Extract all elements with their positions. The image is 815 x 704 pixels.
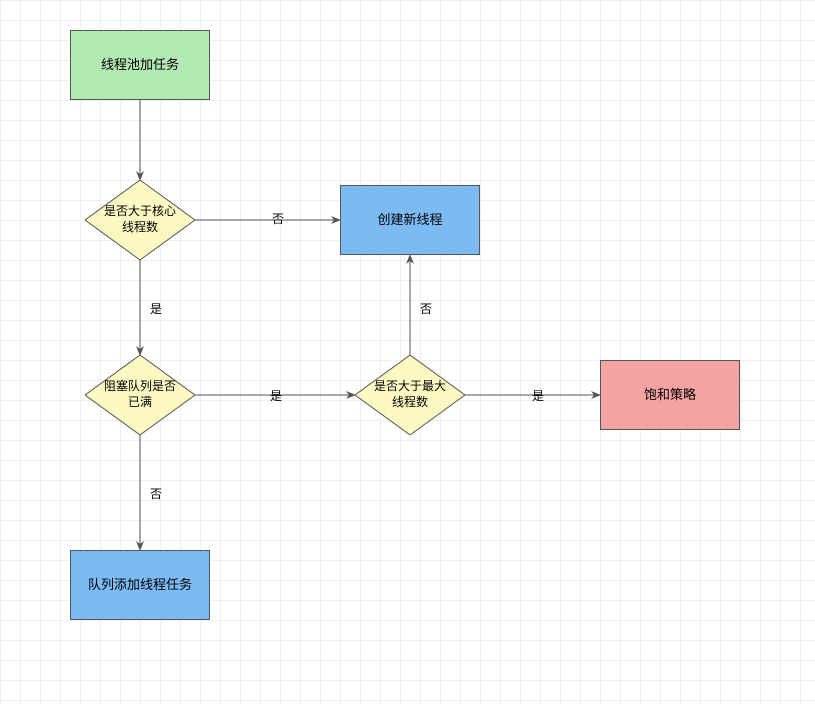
edge-label-queue-no: 否 [148, 485, 164, 502]
node-enqueue-label: 队列添加线程任务 [88, 577, 192, 594]
node-saturation: 饱和策略 [600, 360, 740, 430]
edge-label-max-yes: 是 [530, 387, 546, 404]
node-saturation-label: 饱和策略 [644, 387, 696, 404]
edge-label-max-no: 否 [418, 300, 434, 317]
node-create-thread-label: 创建新线程 [377, 212, 442, 229]
node-core-decision-label: 是否大于核心线程数 [103, 204, 177, 235]
node-max-decision-label: 是否大于最大线程数 [373, 379, 447, 410]
edge-label-queue-yes: 是 [268, 387, 284, 404]
edge-label-core-yes: 是 [148, 300, 164, 317]
edge-label-core-no: 否 [270, 210, 286, 227]
node-queue-full-decision-label: 阻塞队列是否已满 [103, 379, 177, 410]
node-create-thread: 创建新线程 [340, 185, 480, 255]
flowchart-canvas: 线程池加任务 创建新线程 饱和策略 队列添加线程任务 是否大于核心线程数 阻塞队… [0, 0, 815, 704]
node-max-decision: 是否大于最大线程数 [355, 355, 465, 435]
node-start-label: 线程池加任务 [101, 57, 179, 74]
node-queue-full-decision: 阻塞队列是否已满 [85, 355, 195, 435]
node-core-decision: 是否大于核心线程数 [85, 180, 195, 260]
node-start: 线程池加任务 [70, 30, 210, 100]
node-enqueue: 队列添加线程任务 [70, 550, 210, 620]
